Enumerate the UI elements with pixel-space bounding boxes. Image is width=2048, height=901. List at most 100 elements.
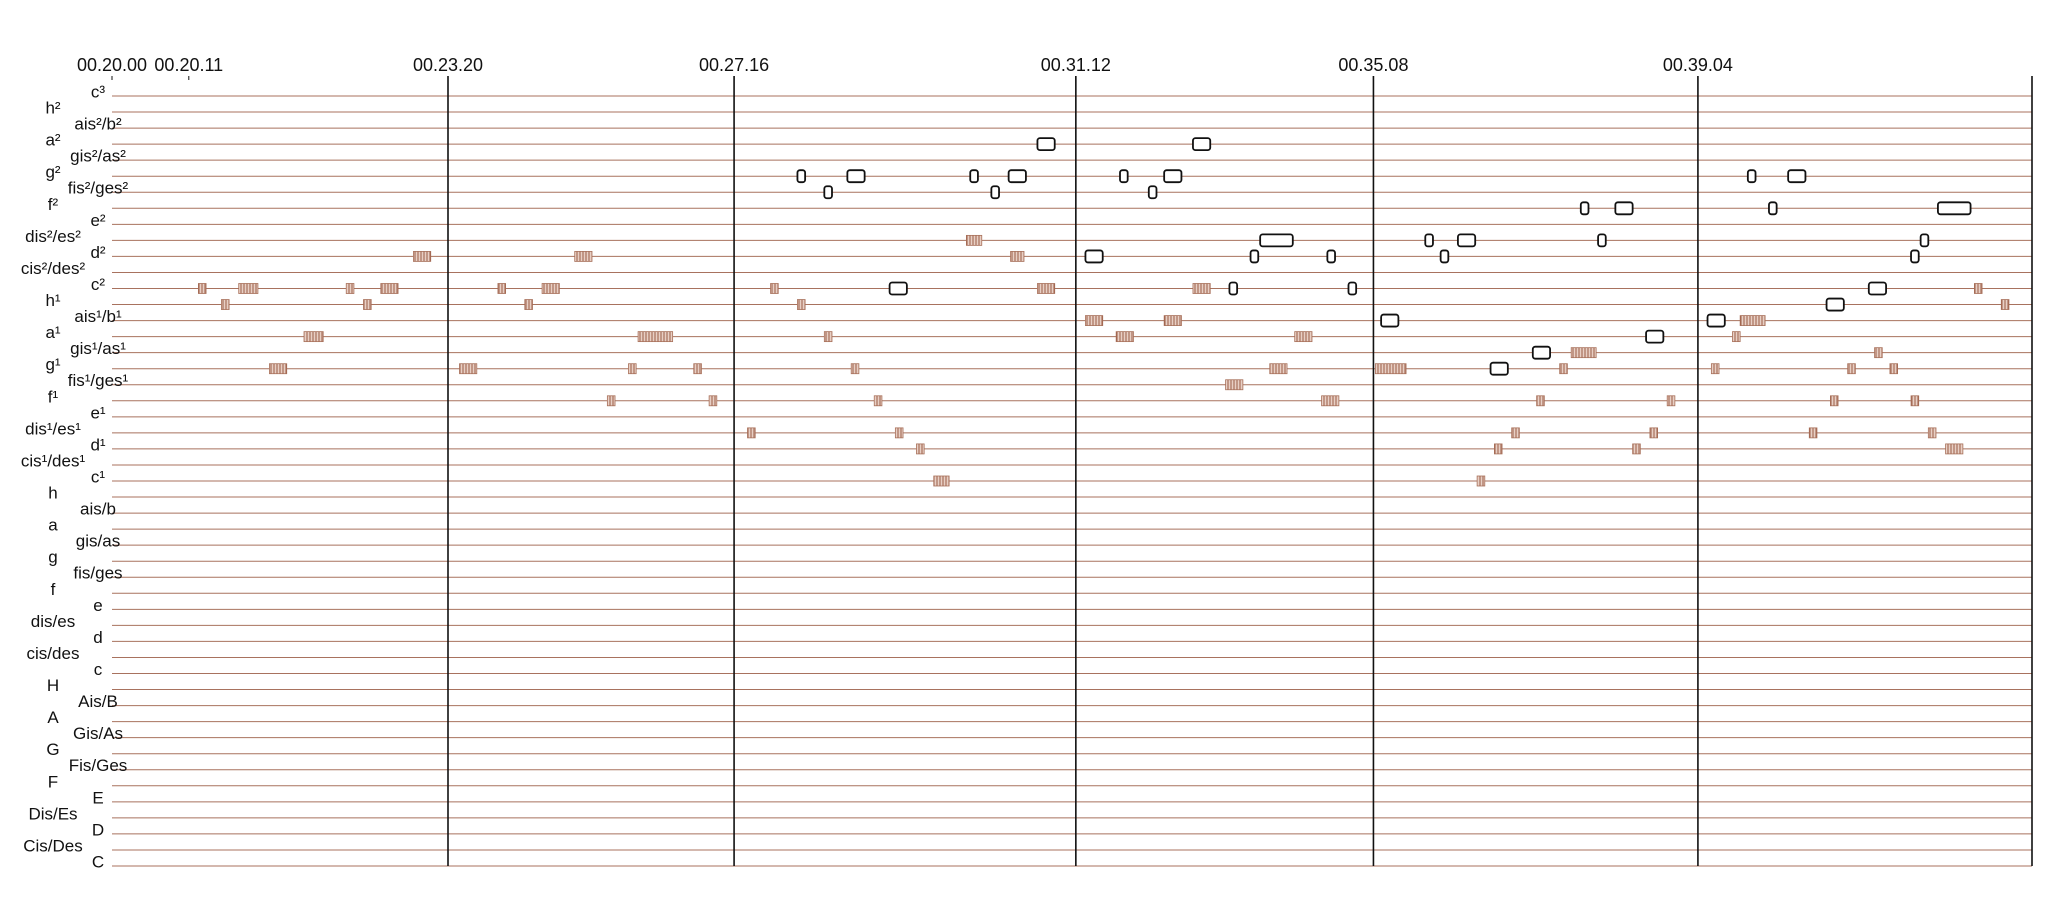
note	[846, 169, 866, 184]
note	[1192, 283, 1211, 294]
note	[1536, 395, 1545, 407]
pitch-label: Dis/Es	[28, 804, 77, 823]
note	[894, 427, 904, 439]
x-tick-label: 00.35.08	[1338, 55, 1408, 75]
pitch-label: d	[93, 628, 102, 647]
note	[888, 281, 908, 296]
note	[1439, 249, 1450, 264]
note	[1380, 313, 1400, 328]
note	[1192, 137, 1212, 152]
note	[1511, 427, 1520, 439]
pitch-label: ais/b	[80, 500, 116, 519]
pitch-label: c	[94, 660, 103, 679]
pitch-label: e	[93, 596, 102, 615]
note	[1010, 251, 1025, 262]
note	[823, 185, 833, 200]
x-tick-label: 00.27.16	[699, 55, 769, 75]
note	[1489, 361, 1509, 376]
note	[1632, 443, 1641, 455]
note	[1531, 345, 1551, 360]
note	[1945, 443, 1964, 455]
note	[1147, 185, 1158, 200]
pitch-label: ais¹/b¹	[74, 307, 122, 326]
note	[413, 251, 432, 262]
pitch-label: dis/es	[31, 612, 75, 631]
pitch-label: C	[92, 852, 104, 871]
pitch-label: G	[46, 740, 59, 759]
note	[1649, 427, 1659, 439]
pitch-label: g¹	[45, 355, 60, 374]
note	[197, 283, 207, 294]
pitch-label: e²	[90, 211, 105, 230]
pitch-label: H	[47, 676, 59, 695]
note	[1787, 169, 1807, 184]
note	[1570, 347, 1597, 359]
note	[1974, 283, 1983, 294]
note	[1085, 315, 1104, 326]
pitch-label: D	[92, 820, 104, 839]
note	[345, 283, 355, 294]
pitch-label: Cis/Des	[23, 836, 83, 855]
note	[1037, 283, 1056, 294]
note	[363, 299, 372, 310]
note	[1579, 201, 1590, 216]
note	[1163, 315, 1182, 326]
pitch-label: e¹	[90, 403, 105, 422]
note	[1294, 331, 1313, 343]
note	[873, 395, 883, 407]
note	[1645, 329, 1665, 344]
note	[1746, 169, 1757, 184]
note	[916, 443, 925, 455]
note	[1259, 233, 1294, 248]
note	[747, 427, 756, 439]
pitch-label: cis²/des²	[21, 259, 86, 278]
pitch-label: dis²/es²	[25, 227, 81, 246]
pitch-label: A	[47, 708, 59, 727]
note	[1494, 443, 1503, 455]
note	[269, 363, 288, 375]
note	[1739, 315, 1766, 326]
note	[303, 331, 324, 343]
note	[708, 395, 718, 407]
note	[1937, 201, 1972, 216]
note	[969, 169, 979, 184]
note	[524, 299, 533, 310]
pitch-label: fis²/ges²	[68, 179, 129, 198]
note	[1825, 297, 1845, 312]
note	[606, 395, 616, 407]
pitch-label: cis¹/des¹	[21, 451, 86, 470]
note	[1910, 395, 1920, 407]
pitch-label: a¹	[45, 323, 60, 342]
note	[1084, 249, 1104, 264]
note	[1326, 249, 1336, 264]
x-tick-label: 00.39.04	[1663, 55, 1733, 75]
pitch-label: gis¹/as¹	[70, 339, 126, 358]
note	[1597, 233, 1607, 248]
note	[1889, 363, 1899, 375]
note	[574, 251, 593, 262]
pitch-label: cis/des	[27, 644, 80, 663]
note	[1374, 363, 1407, 375]
x-tick-label: 00.31.12	[1041, 55, 1111, 75]
note	[823, 331, 833, 343]
note	[628, 363, 637, 375]
note	[1036, 137, 1056, 152]
note	[1874, 347, 1883, 359]
pitch-label: a	[48, 516, 58, 535]
pitch-label: d¹	[90, 435, 105, 454]
note	[966, 234, 983, 246]
note	[1115, 331, 1134, 343]
note	[1768, 201, 1778, 216]
note	[541, 283, 560, 294]
pitch-label: d²	[90, 243, 105, 262]
note	[1321, 395, 1340, 407]
pitch-label: E	[92, 788, 103, 807]
pitch-label: f	[51, 580, 56, 599]
note	[796, 169, 807, 184]
pitch-label: Fis/Ges	[69, 756, 128, 775]
pitch-label: fis/ges	[73, 564, 122, 583]
pitch-label: gis²/as²	[70, 147, 126, 166]
note	[1847, 363, 1856, 375]
